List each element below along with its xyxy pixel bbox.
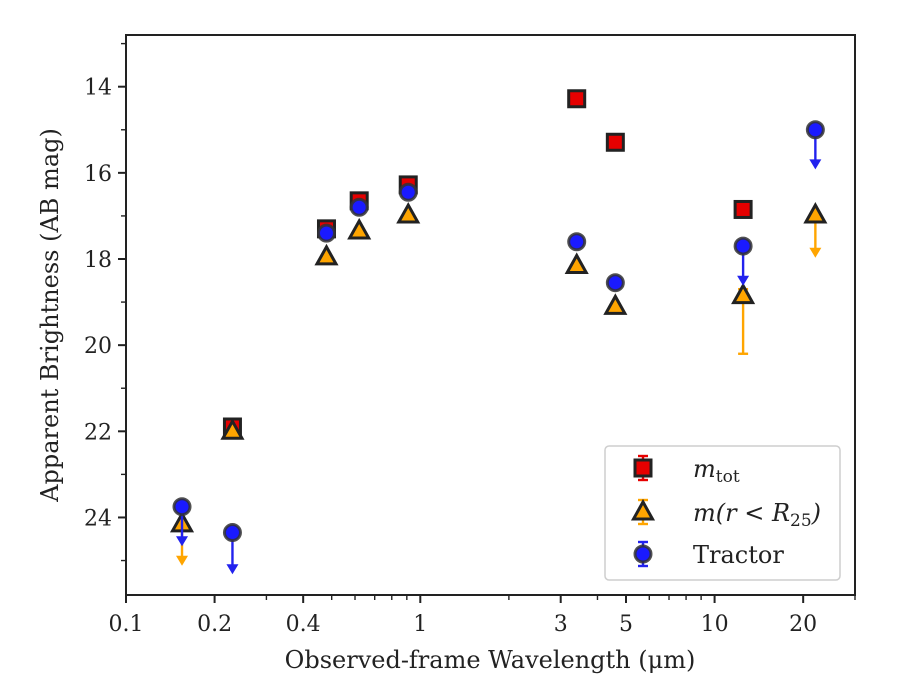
x-tick-label: 0.1 — [109, 612, 144, 637]
y-tick-label: 20 — [84, 334, 112, 359]
y-tick-label: 18 — [84, 248, 112, 273]
data-point-triangle — [347, 217, 372, 240]
data-point-circle — [349, 197, 369, 217]
legend-label-main: Tractor — [693, 541, 784, 569]
data-point-triangle — [396, 201, 421, 224]
data-point-circle — [398, 182, 418, 202]
upper-limit-arrowhead — [737, 275, 750, 286]
x-axis-label: Observed-frame Wavelength (μm) — [285, 646, 696, 674]
legend-label-tail: ) — [811, 499, 821, 527]
legend-label-main: m — [693, 455, 716, 483]
data-point-circle — [567, 232, 587, 252]
upper-limit-arrowhead — [809, 247, 822, 258]
data-point-circle — [805, 120, 825, 140]
data-point-triangle — [314, 243, 339, 266]
legend-marker-square — [633, 458, 653, 478]
x-tick-label: 20 — [789, 612, 817, 637]
series-circle — [172, 120, 825, 575]
upper-limit-arrowhead — [226, 564, 239, 575]
upper-limit-arrowhead — [176, 536, 189, 547]
legend-label: Tractor — [693, 541, 784, 569]
data-point-circle — [605, 273, 625, 293]
legend-marker-triangle — [630, 498, 656, 521]
x-tick-label: 0.4 — [286, 612, 321, 637]
x-tick-label: 0.2 — [197, 612, 232, 637]
legend-label: mtot — [693, 455, 740, 487]
y-tick-label: 16 — [84, 162, 112, 187]
x-axis-ticks: 0.1 0.2 0.4 1 3 5 10 20 — [109, 595, 856, 637]
y-tick-label: 14 — [84, 76, 112, 101]
series-triangle — [169, 201, 828, 566]
y-axis-label: Apparent Brightness (AB mag) — [36, 128, 64, 503]
data-point-triangle — [603, 293, 628, 315]
series-square — [222, 89, 753, 437]
upper-limit-arrowhead — [176, 555, 189, 566]
data-point-triangle — [803, 201, 828, 224]
legend-label-main: m(r < R — [693, 499, 790, 527]
legend-box — [604, 445, 841, 581]
y-axis-ticks: 14 16 18 20 22 24 — [84, 42, 126, 562]
data-point-square — [733, 199, 753, 219]
x-tick-label: 10 — [701, 612, 729, 637]
data-point-circle — [316, 223, 336, 243]
data-point-circle — [222, 523, 242, 543]
upper-limit-arrowhead — [809, 159, 822, 170]
y-tick-label: 22 — [84, 420, 112, 445]
data-point-triangle — [220, 418, 245, 440]
data-point-circle — [172, 497, 192, 517]
legend-label-subscript: 25 — [790, 511, 812, 531]
plot-frame — [125, 34, 856, 596]
legend-label-subscript: tot — [716, 467, 740, 487]
x-tick-label: 1 — [413, 612, 427, 637]
legend: mtot m(r < R25) Tractor — [604, 445, 841, 581]
data-point-square — [567, 89, 587, 109]
legend-label: m(r < R25) — [693, 499, 821, 531]
data-point-square — [605, 132, 625, 152]
data-point-circle — [733, 236, 753, 256]
y-tick-label: 24 — [84, 506, 112, 531]
x-tick-label: 3 — [554, 612, 568, 637]
data-point-triangle — [564, 252, 589, 274]
data-points — [169, 89, 828, 575]
data-point-triangle — [731, 282, 756, 305]
x-tick-label: 5 — [619, 612, 633, 637]
legend-marker-circle — [633, 544, 653, 564]
